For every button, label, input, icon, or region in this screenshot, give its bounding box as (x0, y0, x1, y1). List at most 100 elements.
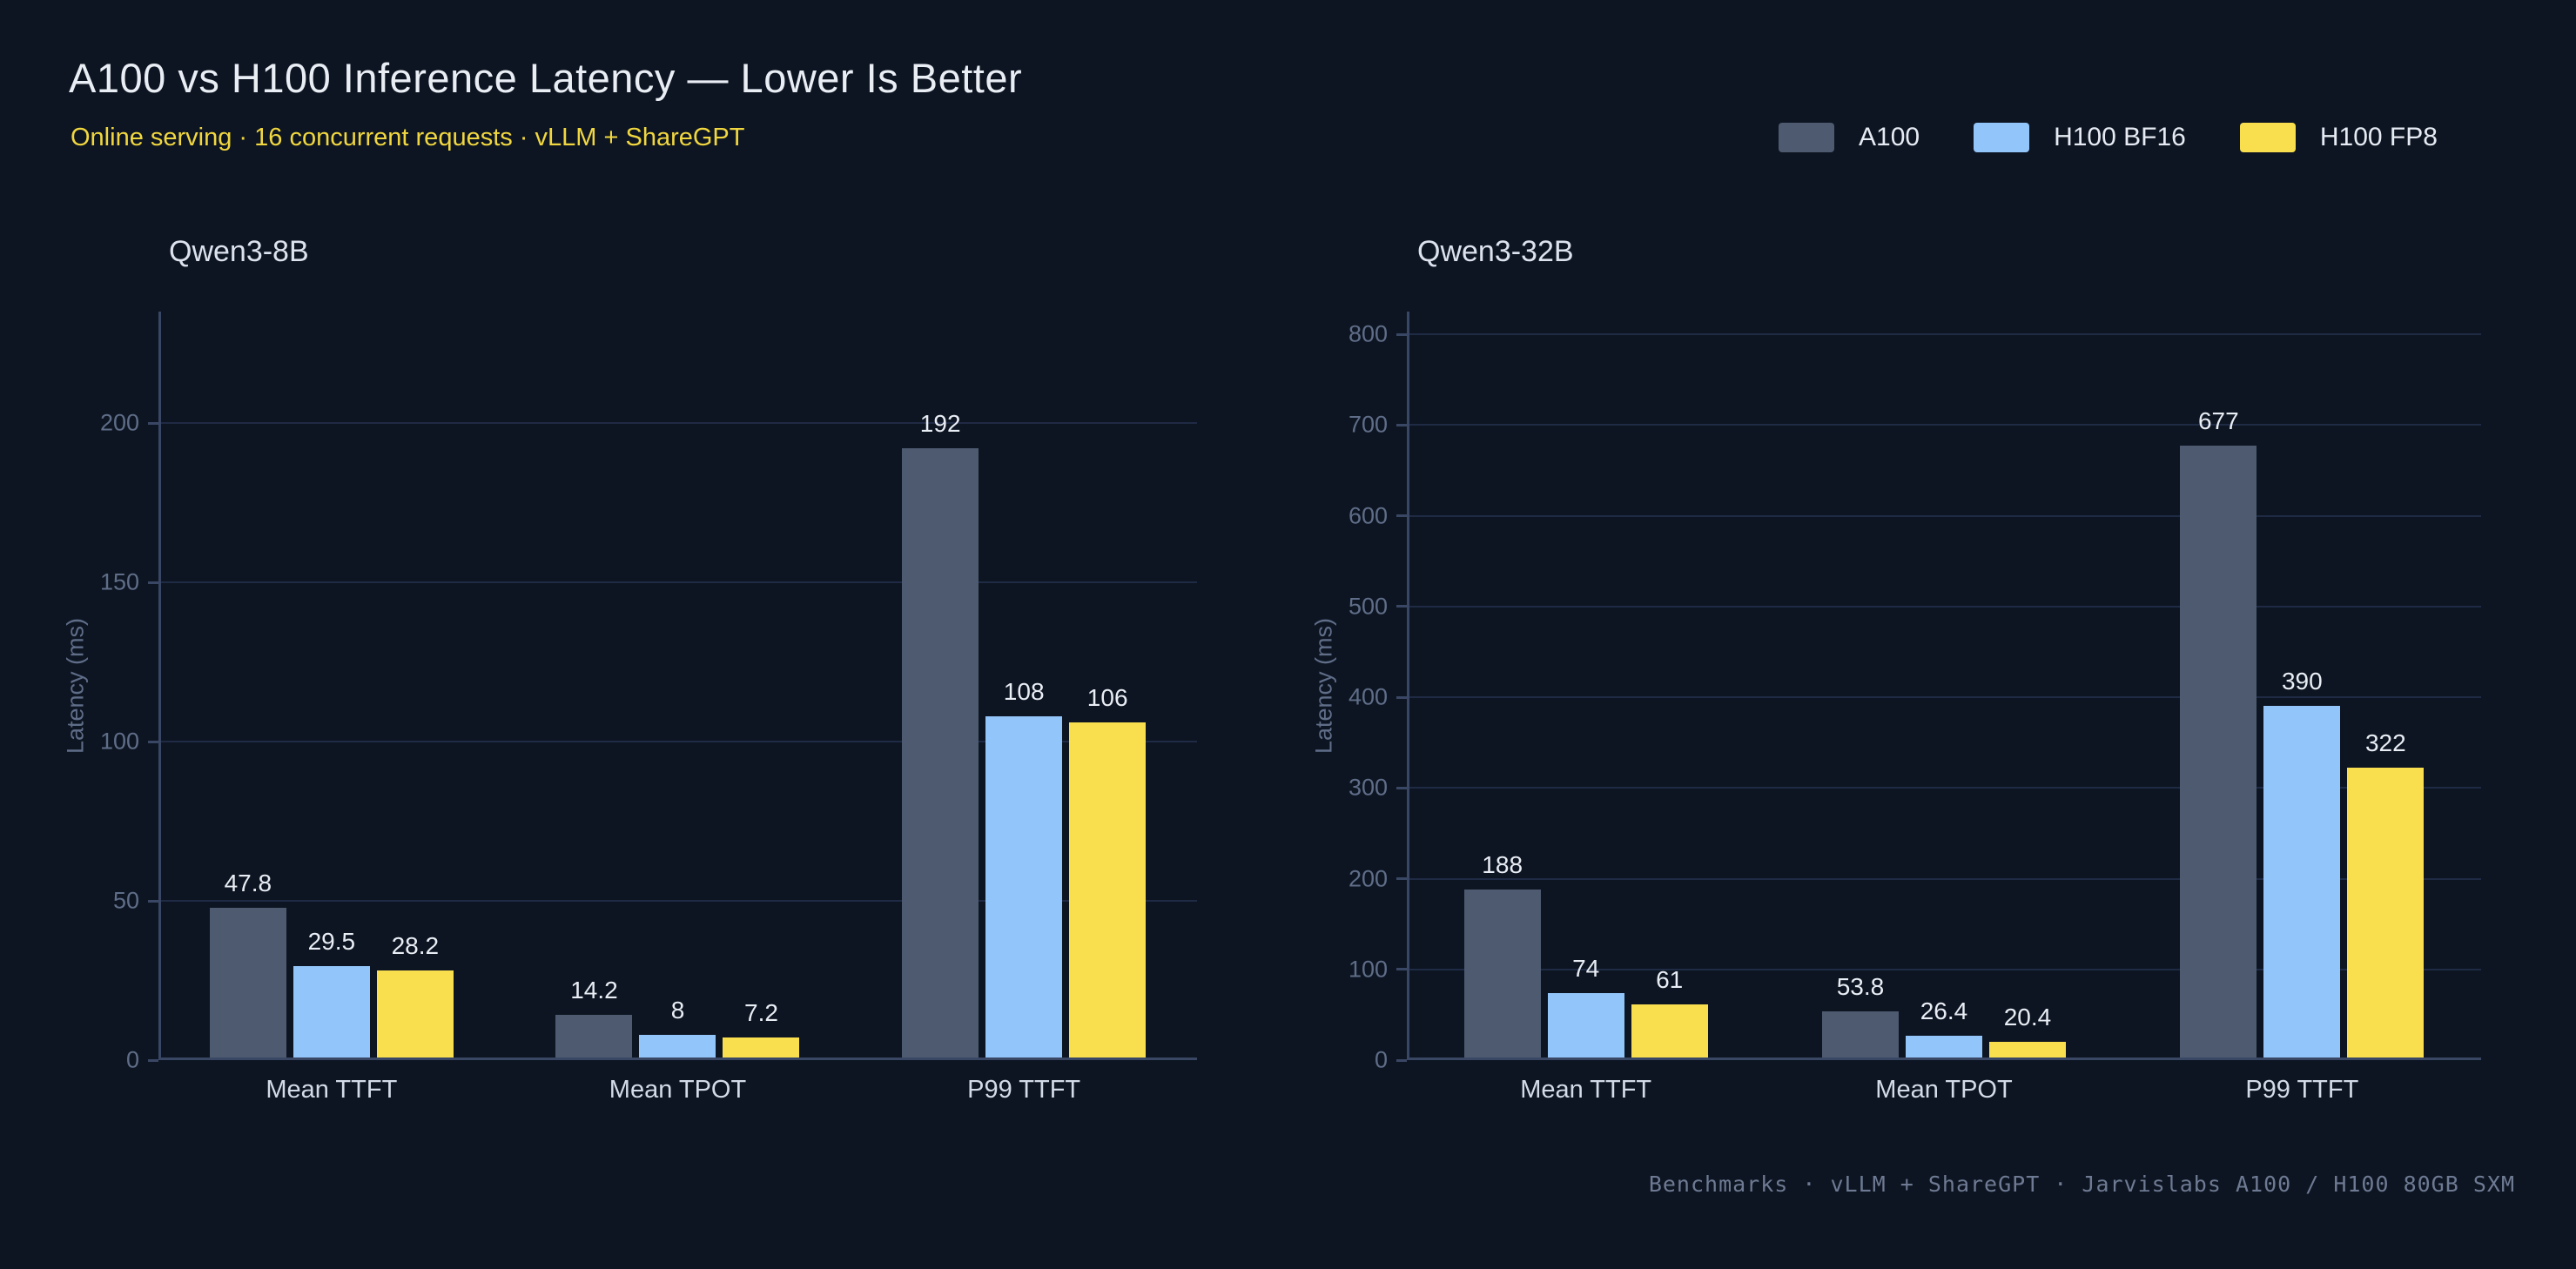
gridline (1407, 877, 2481, 880)
y-tick-mark (1396, 514, 1407, 518)
y-tick-mark (148, 581, 158, 584)
y-tick-mark (1396, 332, 1407, 336)
bar: 8 (639, 997, 716, 1060)
legend-swatch (2239, 123, 2296, 152)
y-axis-title: Latency (ms) (62, 617, 89, 755)
gridline (1407, 787, 2481, 789)
bar: 677 (2180, 407, 2257, 1060)
legend: A100 H100 BF16 H100 FP8 (1779, 119, 2438, 156)
legend-item: H100 FP8 (2239, 123, 2438, 152)
y-tick-label: 800 (1348, 320, 1388, 347)
y-tick-label: 700 (1348, 411, 1388, 438)
bar: 53.8 (1821, 973, 1899, 1060)
bar: 74 (1547, 955, 1624, 1060)
bar-cluster: 192 108 106 (851, 312, 1197, 1060)
gridline (1407, 424, 2481, 426)
bar: 390 (2263, 668, 2341, 1060)
y-tick-label: 50 (112, 887, 139, 914)
category-label: Mean TTFT (266, 1076, 398, 1104)
bar-group: 188 74 61 Mean TTFT (1407, 312, 1765, 1104)
gridline (158, 741, 1197, 743)
y-tick-label: 200 (1348, 865, 1388, 891)
y-tick-label: 200 (99, 409, 139, 436)
gridline (158, 900, 1197, 903)
value-label: 29.5 (307, 928, 356, 956)
bar: 61 (1631, 966, 1708, 1060)
y-tick-mark (148, 1058, 158, 1062)
x-axis-line (158, 1058, 1197, 1060)
value-label: 322 (2364, 729, 2406, 757)
chart-title: Qwen3-32B (1417, 235, 1574, 268)
bar-cluster: 47.8 29.5 28.2 (158, 312, 505, 1060)
gridline (1407, 514, 2481, 517)
value-label: 20.4 (2003, 1003, 2052, 1031)
chart-qwen3-32b: Qwen3-32B Latency (ms) 0 100 200 300 400 500 60… (1311, 235, 2481, 1104)
y-tick-label: 300 (1348, 774, 1388, 801)
bar: 192 (902, 410, 979, 1060)
y-tick-label: 0 (1374, 1046, 1388, 1073)
value-label: 108 (1003, 677, 1045, 705)
chart-qwen3-8b: Qwen3-8B Latency (ms) 0 50 100 150 200 47.8 29.… (63, 235, 1197, 1104)
y-tick-mark (1396, 695, 1407, 699)
legend-label: A100 (1859, 123, 1920, 151)
gridline (1407, 696, 2481, 699)
bar-group: 192 108 106 P99 TTFT (851, 312, 1197, 1104)
y-tick-mark (1396, 968, 1407, 971)
y-tick-label: 150 (99, 568, 139, 595)
category-label: Mean TPOT (609, 1076, 747, 1104)
bar-cluster: 14.2 8 7.2 (505, 312, 851, 1060)
bar-cluster: 188 74 61 (1407, 312, 1765, 1060)
legend-label: H100 BF16 (2054, 123, 2186, 151)
gridline (158, 581, 1197, 584)
gridline (1407, 605, 2481, 608)
y-tick-mark (1396, 423, 1407, 426)
bar-cluster: 53.8 26.4 20.4 (1765, 312, 2122, 1060)
y-tick-label: 0 (125, 1046, 139, 1073)
y-axis-title: Latency (ms) (1310, 617, 1337, 755)
bar: 7.2 (723, 999, 800, 1060)
value-label: 14.2 (570, 977, 618, 1004)
legend-swatch (1974, 123, 2030, 152)
value-label: 26.4 (1920, 997, 1968, 1025)
value-label: 28.2 (391, 931, 440, 959)
y-tick-mark (1396, 1058, 1407, 1062)
category-label: P99 TTFT (967, 1076, 1081, 1104)
value-label: 390 (2281, 668, 2323, 695)
value-label: 61 (1656, 966, 1684, 994)
y-tick-label: 100 (1348, 956, 1388, 983)
value-label: 8 (670, 996, 685, 1024)
chart-title: Qwen3-8B (169, 235, 309, 268)
bar-group: 47.8 29.5 28.2 Mean TTFT (158, 312, 505, 1104)
y-tick-mark (1396, 877, 1407, 880)
x-axis-line (1407, 1058, 2481, 1060)
y-tick-mark (1396, 605, 1407, 608)
subtitle: Online serving · 16 concurrent requests … (71, 124, 745, 151)
value-label: 47.8 (224, 870, 272, 897)
bar-group: 14.2 8 7.2 Mean TPOT (505, 312, 851, 1104)
bar: 47.8 (209, 870, 286, 1060)
value-label: 192 (919, 410, 961, 438)
footer-note: Benchmarks · vLLM + ShareGPT · Jarvislab… (1648, 1172, 2515, 1197)
legend-item: A100 (1779, 123, 1920, 152)
y-tick-label: 400 (1348, 683, 1388, 710)
y-tick-mark (1396, 786, 1407, 789)
value-label: 74 (1572, 954, 1600, 982)
bar: 106 (1069, 684, 1147, 1060)
y-tick-mark (148, 899, 158, 903)
y-tick-mark (148, 421, 158, 425)
y-tick-mark (148, 740, 158, 743)
value-label: 188 (1482, 851, 1523, 879)
y-axis-line (158, 312, 161, 1060)
bar-cluster: 677 390 322 (2123, 312, 2481, 1060)
page-title: A100 vs H100 Inference Latency — Lower I… (69, 55, 1023, 101)
category-label: P99 TTFT (2245, 1076, 2359, 1104)
bar: 26.4 (1905, 997, 1982, 1060)
value-label: 7.2 (744, 998, 778, 1026)
y-tick-label: 600 (1348, 502, 1388, 529)
bar: 108 (985, 678, 1063, 1060)
bar: 28.2 (376, 932, 454, 1060)
bar: 322 (2347, 729, 2425, 1060)
bar: 14.2 (555, 977, 633, 1060)
bar: 20.4 (1988, 1004, 2066, 1060)
